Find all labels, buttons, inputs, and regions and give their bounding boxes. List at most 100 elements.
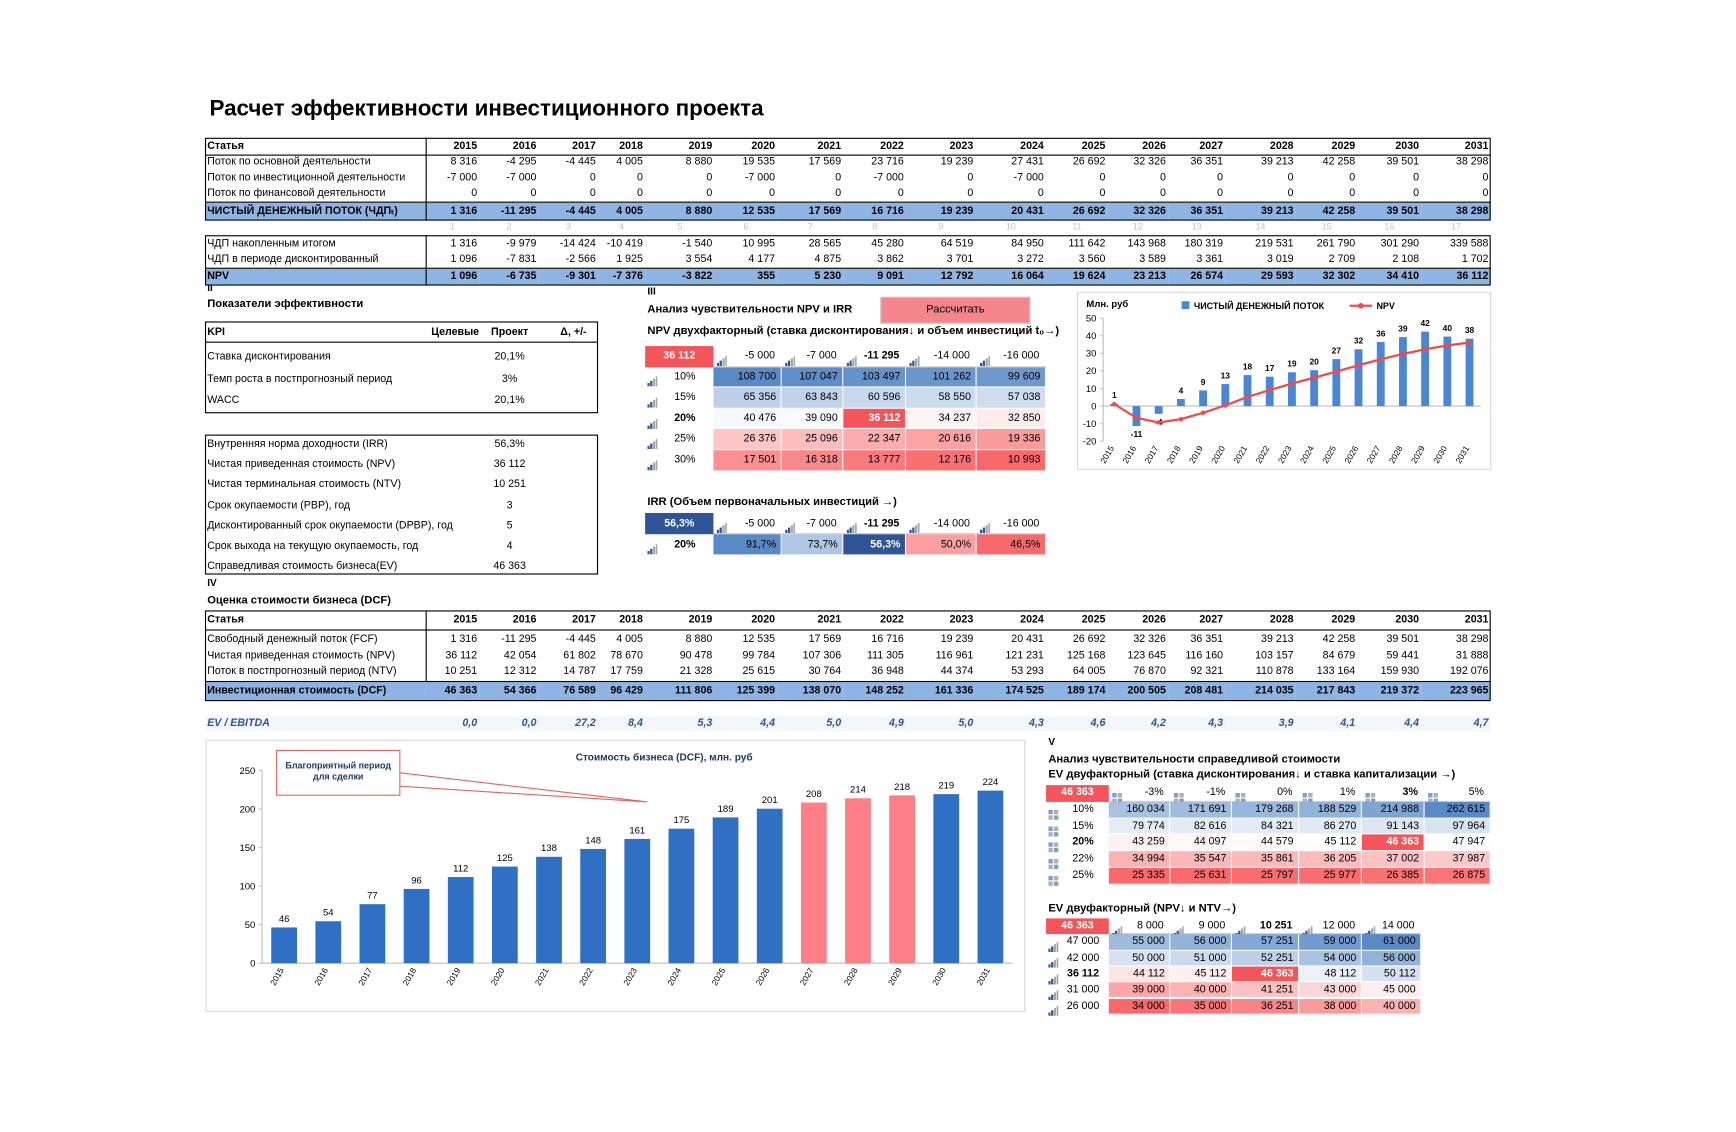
line-marker: [1245, 394, 1250, 400]
cell: 208 481: [1168, 682, 1226, 700]
cell: 0: [589, 187, 596, 200]
icon: [1048, 985, 1059, 1000]
callout-text: Благоприятный период: [285, 760, 391, 770]
cell: 38 298: [1455, 155, 1489, 168]
cell: -4 445: [565, 632, 596, 646]
bar: [447, 877, 474, 964]
data-label: 4: [1179, 385, 1184, 395]
calculate-button[interactable]: Рассчитать: [880, 296, 1031, 324]
line-marker: [1334, 369, 1339, 374]
cell: 5,0: [906, 715, 976, 732]
cell: 1 316: [450, 632, 478, 646]
x-tick-label: 2022: [1253, 444, 1271, 465]
x-tick-label: 2024: [1298, 444, 1316, 465]
cell: 56,3%: [494, 437, 525, 451]
row-header: 10%: [1072, 802, 1094, 816]
cell: 174 525: [975, 682, 1047, 700]
bar: [1421, 331, 1430, 407]
column-index: 5: [677, 221, 683, 232]
cell: 36 351: [1190, 632, 1224, 646]
cell: 5 230: [777, 268, 844, 285]
cell: 99 784: [742, 649, 776, 662]
cell: 8 880: [685, 632, 713, 646]
line-marker: [1223, 403, 1228, 408]
column-header: 2030: [1395, 140, 1420, 153]
column-header: 2028: [1269, 140, 1294, 153]
cell: 0: [589, 171, 596, 184]
cell: 4,6: [1046, 715, 1108, 732]
cell: 64 519: [940, 237, 974, 250]
cell: 43 259: [1108, 834, 1171, 852]
cell: 0: [1217, 171, 1224, 184]
row-label: Свободный денежный поток (FCF): [207, 632, 378, 646]
bar: [1332, 359, 1341, 407]
cell: 4,9: [843, 715, 907, 732]
icon: [716, 519, 727, 534]
cell: 12 535: [714, 202, 778, 220]
rule: [204, 680, 1491, 683]
cell: 17 569: [777, 202, 844, 220]
column-header: 2024: [1020, 140, 1044, 153]
icon: [1048, 822, 1059, 837]
cell: 36 112: [1421, 268, 1491, 285]
column-header: 2026: [1142, 140, 1166, 153]
cell: 19 336: [976, 429, 1047, 451]
cell: -9 979: [506, 237, 537, 250]
bar: [1176, 399, 1185, 407]
cell: 0: [1287, 187, 1294, 200]
line-marker: [1112, 401, 1117, 407]
x-tick-label: 2029: [886, 966, 904, 987]
frame: [204, 137, 1491, 221]
data-label: 208: [806, 789, 822, 800]
cell: -10 419: [606, 237, 643, 250]
cell: 21 328: [679, 665, 713, 678]
icon: [1112, 788, 1123, 803]
cell: 37 002: [1361, 851, 1425, 868]
cell: 42 258: [1295, 202, 1358, 220]
cell: -7 000: [446, 171, 478, 184]
x-tick-label: 2025: [709, 966, 727, 987]
bar: [359, 904, 386, 964]
cell: 16 318: [781, 450, 844, 472]
cell: 4 005: [598, 202, 646, 220]
cell: 17 759: [610, 665, 643, 678]
cell: 0: [1037, 187, 1044, 200]
icon: [647, 435, 658, 450]
icon: [1048, 871, 1059, 886]
row-label: ЧДП в периоде дисконтированный: [207, 253, 379, 266]
cell: 1 096: [450, 253, 478, 266]
cell: 108 700: [713, 366, 782, 388]
cell: 16 716: [843, 202, 907, 220]
row-label: Поток в постпрогнозный период (NTV): [207, 665, 397, 678]
column-header: Целевые: [431, 325, 480, 339]
cell: 103 157: [1255, 649, 1294, 662]
bar: [624, 838, 651, 964]
chart-frame: [205, 739, 1026, 1012]
icon: [1235, 921, 1246, 936]
cell: 12 176: [906, 450, 977, 472]
matrix-title: EV двуфакторный (ставка дисконтирования↓…: [1048, 768, 1456, 781]
x-tick-label: 2029: [1409, 444, 1427, 465]
section-label: II: [207, 282, 213, 294]
x-tick-label: 2021: [1231, 444, 1249, 465]
column-header: 3%: [1361, 785, 1425, 802]
cell: 36 112: [493, 458, 526, 471]
x-tick-label: 2025: [1320, 444, 1338, 465]
x-tick-label: 2017: [356, 966, 374, 987]
matrix-corner: 46 363: [1046, 785, 1109, 802]
cell: 0: [1159, 187, 1166, 200]
x-tick-label: 2016: [312, 966, 330, 987]
cell: 0: [1349, 171, 1356, 184]
y-tick-label: 20: [1086, 366, 1097, 377]
icon: [785, 519, 796, 534]
row-header: 15%: [674, 391, 696, 404]
data-label: 46: [279, 914, 290, 925]
cell: 29 593: [1225, 268, 1296, 285]
page-title: Расчет эффективности инвестиционного про…: [209, 96, 764, 121]
cell: 0: [1413, 171, 1420, 184]
column-header: 2017: [572, 613, 596, 627]
row-label: Справедливая стоимость бизнеса(EV): [207, 560, 398, 573]
legend-swatch: [1181, 301, 1190, 310]
icon: [1302, 921, 1313, 936]
column-header: 2025: [1081, 140, 1106, 153]
